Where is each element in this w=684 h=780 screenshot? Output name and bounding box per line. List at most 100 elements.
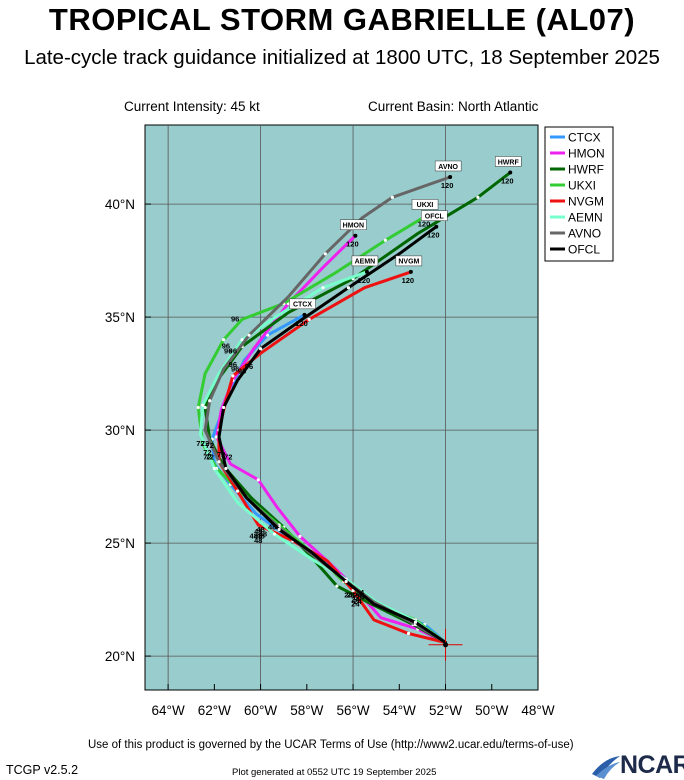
forecast-hour-label: 96 — [224, 346, 232, 355]
track-point — [240, 338, 244, 342]
forecast-hour-label: 24 — [347, 590, 356, 599]
initial-position-dot — [443, 642, 449, 648]
axis-ticks: 64°W 62°W 60°W 58°W 56°W 54°W 52°W 50°W 48°W 20°N… — [105, 197, 555, 718]
track-point — [321, 286, 325, 290]
forecast-hour-label: 120 — [358, 276, 371, 285]
forecast-hour-label: 24 — [351, 595, 360, 604]
current-basin-label: Current Basin: North Atlantic — [368, 99, 539, 114]
y-tick-label: 35°N — [105, 310, 135, 325]
x-tick-label: 64°W — [152, 703, 185, 718]
model-label-box — [495, 156, 522, 167]
legend-label: AEMN — [568, 211, 603, 225]
track-end-point — [508, 170, 513, 175]
track-point — [307, 317, 311, 321]
map-area — [144, 124, 539, 691]
track-point — [383, 238, 388, 242]
model-label-box — [289, 298, 316, 310]
y-tick-label: 20°N — [105, 649, 135, 664]
legend-label: UKXI — [568, 179, 596, 193]
track-end-point — [448, 174, 453, 179]
forecast-hour-label: 120 — [346, 240, 359, 249]
x-tick-label: 58°W — [290, 703, 323, 718]
track-point — [277, 527, 281, 532]
forecast-hour-label: 72 — [203, 448, 211, 457]
track-point — [344, 579, 348, 584]
model-label: OFCL — [425, 214, 445, 221]
track-point — [222, 405, 226, 410]
forecast-hour-label: 48 — [259, 529, 267, 538]
model-label: AEMN — [355, 259, 376, 266]
model-label-box — [351, 255, 379, 267]
forecast-hour-label: 96 — [222, 342, 230, 351]
model-label: NVGM — [398, 259, 419, 266]
track-end-point — [434, 224, 439, 229]
forecast-hour-label: 24 — [351, 599, 360, 608]
forecast-hour-label: 120 — [295, 319, 308, 328]
track-point — [256, 478, 260, 482]
track-point — [258, 347, 263, 351]
version-label: TCGP v2.5.2 — [6, 763, 79, 777]
model-label-box — [421, 210, 448, 221]
legend-label: HWRF — [568, 163, 604, 177]
forecast-hour-label: 24 — [356, 588, 365, 597]
forecast-hour-label: 48 — [249, 532, 257, 541]
x-tick-label: 52°W — [429, 703, 462, 718]
forecast-hour-label: 72 — [196, 439, 204, 448]
y-tick-label: 40°N — [105, 197, 135, 212]
model-label-box — [434, 160, 462, 172]
track-point — [224, 466, 228, 471]
forecast-hour-label: 120 — [418, 219, 431, 228]
ncar-logo-text: NCAR — [620, 751, 684, 779]
legend-label: HMON — [568, 147, 605, 161]
forecast-hour-label: 72 — [217, 450, 225, 459]
track-point — [406, 631, 411, 636]
x-tick-label: 54°W — [383, 703, 416, 718]
current-intensity-label: Current Intensity: 45 kt — [124, 99, 260, 114]
chart-title: TROPICAL STORM GABRIELLE (AL07) — [48, 2, 636, 37]
forecast-hour-label: 72 — [201, 439, 209, 448]
model-label: HMON — [343, 223, 364, 230]
forecast-hour-label: 48 — [254, 527, 262, 536]
track-point — [335, 584, 339, 588]
forecast-hour-label: 24 — [356, 593, 365, 602]
forecast-hour-label: 96 — [238, 367, 246, 376]
model-label: UKXI — [417, 202, 434, 209]
track-end-point — [408, 269, 413, 274]
forecast-hour-label: 96 — [229, 346, 237, 355]
forecast-hour-label: 48 — [268, 523, 276, 532]
track-point — [212, 466, 216, 471]
track-point — [217, 460, 221, 464]
track-point — [298, 534, 302, 538]
legend-box — [544, 126, 614, 262]
track-point — [265, 333, 270, 337]
model-label: CTCX — [293, 302, 312, 309]
legend-label: AVNO — [568, 227, 601, 241]
initial-position-marker — [428, 628, 463, 661]
forecast-hour-label: 48 — [256, 532, 264, 541]
ncar-logo-icon — [592, 756, 620, 779]
track-point — [346, 286, 351, 290]
forecast-hour-label: 96 — [245, 362, 253, 371]
generated-timestamp: Plot generated at 0552 UTC 19 September … — [232, 767, 437, 778]
track-end-point — [353, 233, 358, 238]
forecast-hour-label: 120 — [501, 176, 514, 185]
track-point — [231, 374, 235, 378]
legend-label: OFCL — [568, 243, 600, 257]
model-label: HWRF — [498, 159, 520, 166]
forecast-hour-label: 120 — [402, 276, 415, 285]
track-point — [323, 252, 327, 256]
model-label-box — [411, 199, 439, 210]
track-point — [272, 532, 277, 536]
model-label-box — [340, 219, 367, 230]
forecast-hour-label: 96 — [231, 364, 239, 373]
forecast-hour-label: 120 — [427, 231, 440, 240]
track-point — [201, 403, 205, 407]
x-tick-label: 48°W — [521, 703, 554, 718]
forecast-hour-label: 24 — [344, 590, 353, 599]
y-tick-label: 30°N — [105, 423, 135, 438]
track-nvgm — [217, 270, 447, 644]
terms-of-use-note: Use of this product is governed by the U… — [88, 739, 574, 751]
forecast-hour-label: 24 — [354, 597, 363, 606]
forecast-hour-label: 72 — [206, 452, 214, 461]
